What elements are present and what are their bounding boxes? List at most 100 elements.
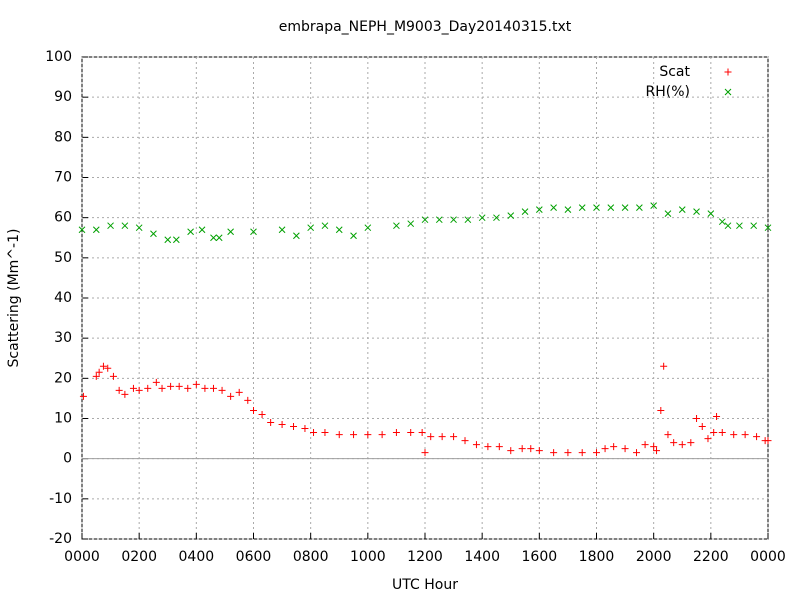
data-point: [201, 384, 209, 392]
x-tick-label: 1200: [407, 549, 443, 565]
data-point: [158, 384, 166, 392]
data-point: [450, 216, 457, 224]
data-point: [218, 386, 226, 394]
data-point: [664, 431, 672, 439]
x-tick-label: 0600: [236, 549, 272, 565]
legend-label: RH(%): [646, 84, 690, 100]
y-axis-label: Scattering (Mm^-1): [6, 229, 22, 368]
x-tick-label: 1600: [522, 549, 558, 565]
data-point: [175, 382, 183, 390]
x-tick-label: 2000: [636, 549, 672, 565]
data-point: [293, 232, 300, 240]
data-point: [657, 406, 665, 414]
data-point: [121, 390, 129, 398]
data-point: [258, 410, 266, 418]
data-point: [210, 234, 217, 242]
y-tick-label: 40: [54, 290, 72, 306]
data-point: [535, 447, 543, 455]
data-point: [79, 392, 87, 400]
data-point: [364, 431, 372, 439]
data-point: [107, 222, 114, 230]
data-point: [164, 236, 172, 244]
data-point: [427, 433, 435, 441]
data-point: [104, 364, 112, 372]
data-point: [621, 204, 629, 211]
data-point: [172, 236, 180, 244]
data-point: [593, 449, 600, 457]
y-tick-label: 50: [54, 250, 72, 266]
data-point: [421, 216, 429, 224]
data-point: [621, 445, 629, 453]
data-point: [764, 224, 772, 232]
data-point: [92, 372, 100, 380]
data-point: [115, 386, 123, 394]
y-tick-label: -10: [49, 491, 72, 507]
data-point: [678, 441, 686, 449]
data-point: [484, 443, 492, 451]
data-point: [461, 437, 469, 445]
data-point: [704, 435, 712, 443]
data-point: [478, 214, 486, 222]
data-point: [664, 210, 672, 218]
data-point: [678, 206, 686, 213]
data-point: [129, 384, 137, 392]
data-point: [135, 386, 143, 394]
data-point: [698, 423, 706, 431]
data-point: [392, 429, 400, 437]
data-point: [650, 443, 658, 451]
data-point: [550, 204, 557, 211]
data-point: [301, 425, 309, 433]
data-point: [753, 433, 761, 441]
data-point: [741, 431, 749, 439]
data-point: [693, 415, 701, 422]
data-point: [450, 433, 458, 441]
data-point: [335, 226, 343, 234]
y-tick-label: 70: [54, 170, 72, 186]
data-point: [464, 216, 472, 224]
y-tick-label: 90: [54, 89, 72, 105]
x-tick-label: 0800: [293, 549, 329, 565]
data-point: [152, 378, 160, 386]
data-point: [601, 445, 609, 453]
data-point: [378, 431, 386, 439]
y-tick-label: 0: [63, 451, 72, 467]
data-point: [660, 362, 668, 370]
y-tick-label: 30: [54, 330, 72, 346]
data-point: [92, 226, 100, 234]
data-point: [350, 232, 357, 240]
data-point: [593, 204, 600, 211]
data-point: [267, 419, 275, 427]
data-point: [278, 421, 286, 429]
data-point: [633, 449, 641, 457]
data-point: [421, 449, 429, 457]
data-point: [578, 449, 586, 457]
data-point: [521, 208, 529, 215]
data-point: [636, 204, 643, 211]
data-point: [713, 412, 721, 420]
data-point: [670, 439, 678, 447]
data-point: [250, 406, 257, 414]
data-point: [278, 226, 286, 234]
data-point: [135, 224, 143, 232]
data-point: [518, 445, 526, 453]
x-tick-label: 1800: [579, 549, 615, 565]
data-point: [507, 212, 515, 220]
data-point: [650, 202, 658, 209]
data-point: [507, 447, 515, 455]
data-point: [307, 224, 315, 232]
data-point: [109, 372, 117, 380]
data-point: [227, 228, 234, 236]
y-tick-label: 80: [54, 129, 72, 145]
data-point: [493, 214, 500, 222]
data-point: [364, 224, 372, 232]
data-point: [209, 384, 217, 392]
data-point: [184, 384, 192, 392]
data-point: [187, 228, 194, 236]
y-tick-label: -20: [49, 531, 72, 547]
data-point: [438, 433, 446, 441]
data-point: [150, 230, 157, 238]
data-point: [527, 445, 535, 453]
data-point: [310, 429, 318, 437]
data-point: [550, 449, 558, 457]
data-point: [750, 222, 758, 230]
